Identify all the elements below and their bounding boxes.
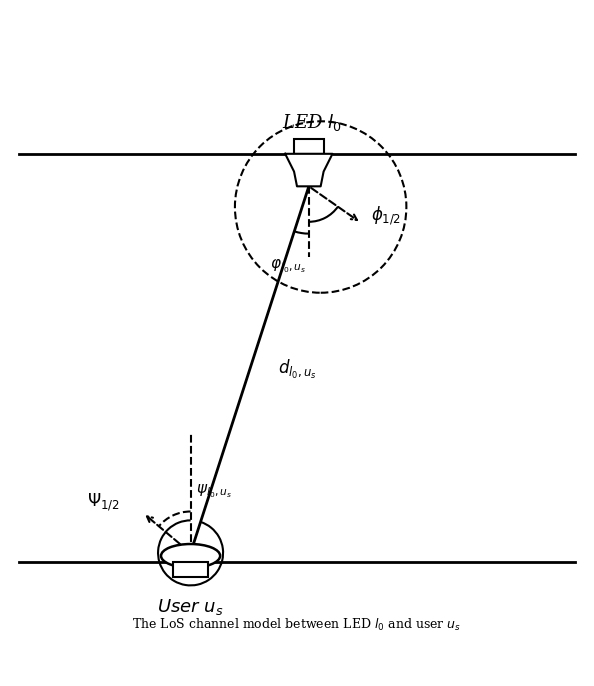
Text: $\phi_{1/2}$: $\phi_{1/2}$ (371, 204, 401, 227)
Bar (294, 139, 324, 154)
Text: LED $l_0$: LED $l_0$ (282, 112, 342, 133)
Text: The LoS channel model between LED $l_0$ and user $u_s$: The LoS channel model between LED $l_0$ … (132, 617, 462, 632)
Text: $\varphi_{l_0,u_s}$: $\varphi_{l_0,u_s}$ (270, 257, 306, 275)
Text: $\Psi_{1/2}$: $\Psi_{1/2}$ (87, 492, 119, 513)
Polygon shape (285, 154, 333, 187)
Text: $\it{User}$ $u_s$: $\it{User}$ $u_s$ (157, 598, 224, 617)
Bar (173, 562, 208, 576)
Text: $\psi_{l_0,u_s}$: $\psi_{l_0,u_s}$ (197, 482, 233, 499)
Ellipse shape (161, 544, 220, 567)
Text: $d_{l_0,u_s}$: $d_{l_0,u_s}$ (277, 358, 317, 381)
